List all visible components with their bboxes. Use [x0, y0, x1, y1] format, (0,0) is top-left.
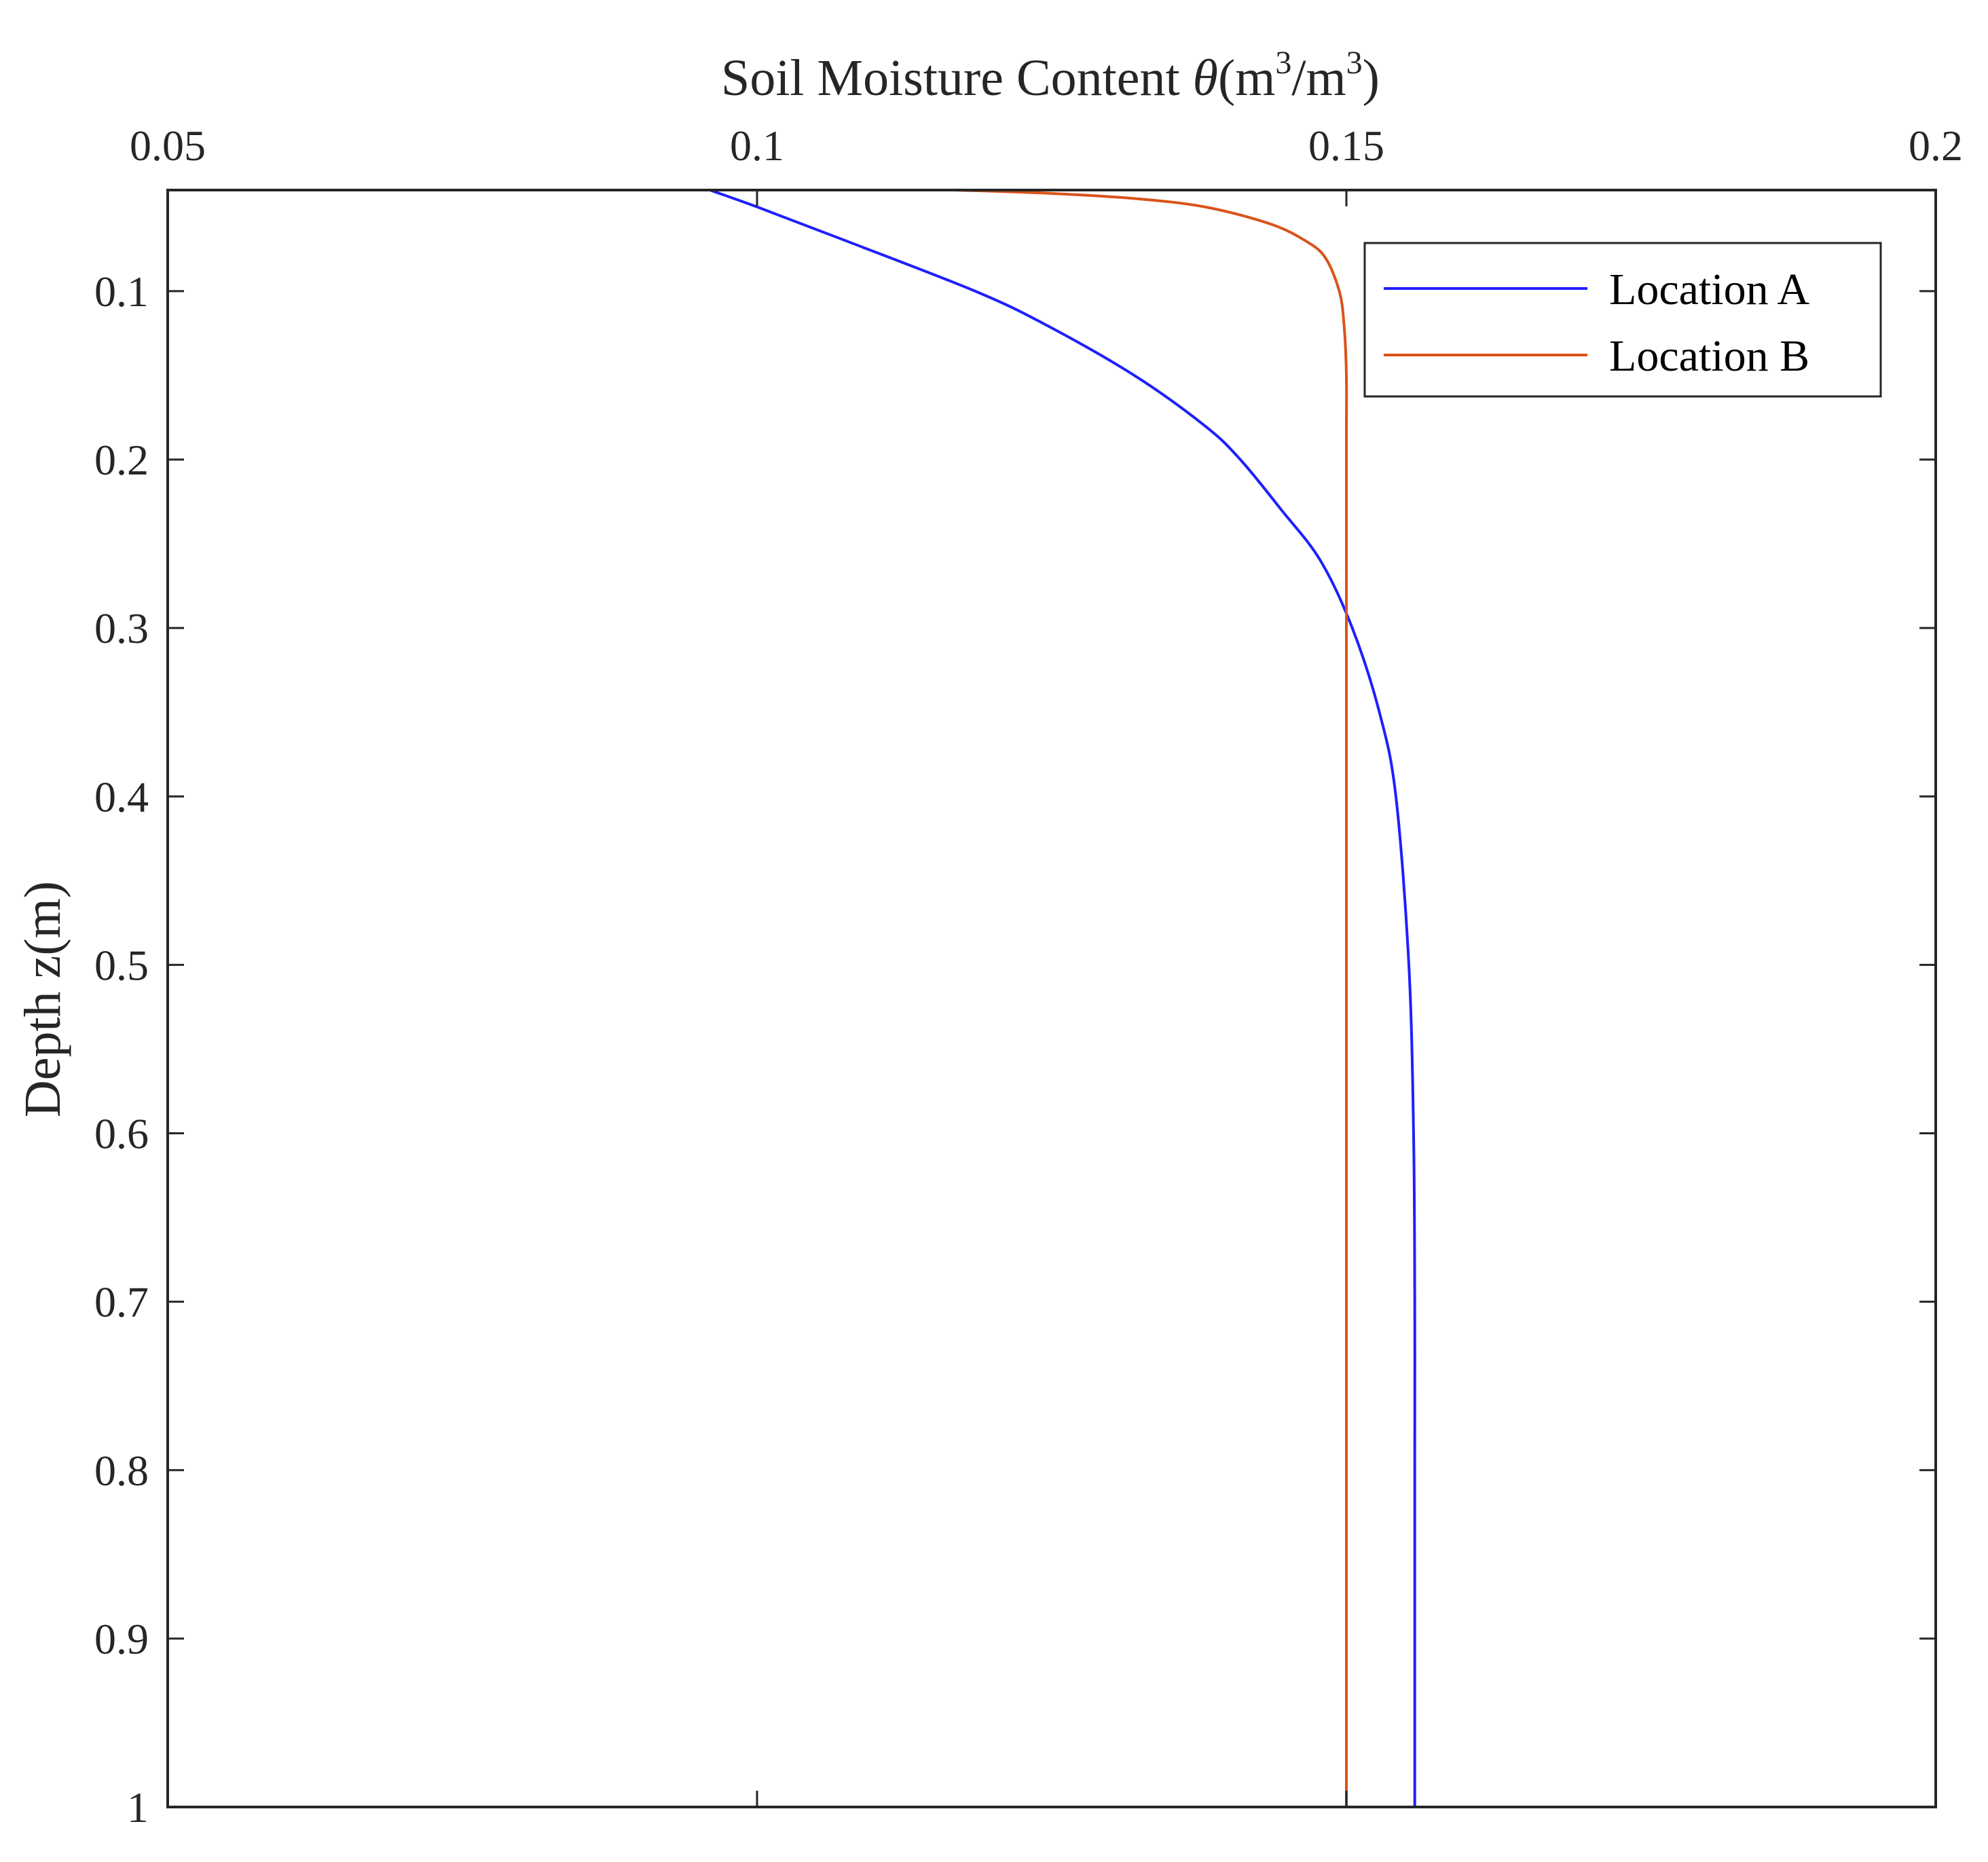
y-tick-label: 0.9 [94, 1615, 149, 1663]
y-tick-label: 1 [127, 1783, 149, 1831]
y-tick-label: 0.5 [94, 941, 149, 989]
x-tick-label: 0.1 [730, 122, 784, 170]
ticks-layer: 0.05 0.1 0.15 0.2 0.1 0.2 0.3 0.4 0.5 0.6 0.7 0.8 0.… [94, 122, 1963, 1831]
y-tick-label: 0.1 [94, 267, 149, 316]
x-tick-label: 0.2 [1909, 122, 1963, 170]
y-tick-label: 0.3 [94, 604, 149, 652]
series-line-location-a [709, 189, 1416, 1807]
y-tick-label: 0.6 [94, 1110, 149, 1158]
plot-area-frame [166, 189, 1937, 1808]
legend-box [1363, 242, 1882, 398]
y-tick-label: 0.8 [94, 1447, 149, 1495]
y-axis-title: Depth z(m) [14, 881, 71, 1117]
legend-label-location-b: Location B [1609, 331, 1809, 381]
x-axis-title: Soil Moisture Content θ(m3/m3) [721, 45, 1380, 107]
legend: Location A Location B [1363, 242, 1882, 398]
y-tick-label: 0.4 [94, 772, 149, 821]
legend-label-location-a: Location A [1609, 265, 1809, 314]
series-layer [709, 189, 1416, 1807]
x-tick-label: 0.15 [1308, 122, 1384, 170]
y-tick-label: 0.7 [94, 1278, 149, 1326]
series-line-location-b [955, 189, 1348, 1807]
y-tick-label: 0.2 [94, 436, 149, 484]
x-tick-label: 0.05 [130, 122, 206, 170]
